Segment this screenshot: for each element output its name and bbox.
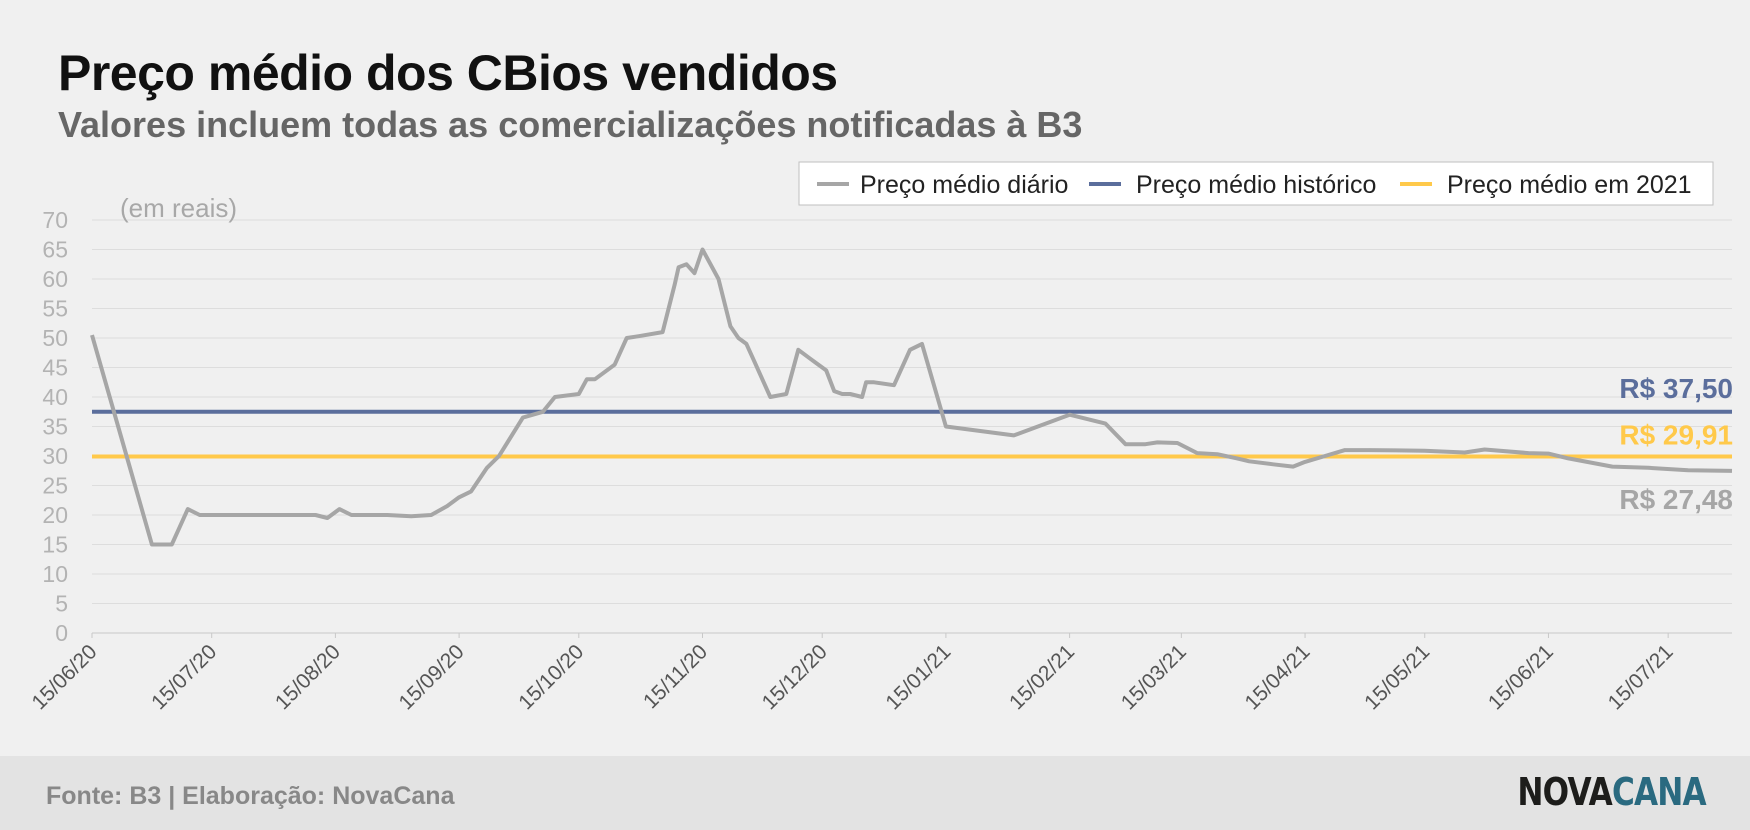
unit-label: (em reais) (120, 193, 237, 223)
x-tick-label: 15/08/20 (271, 640, 345, 714)
x-tick-label: 15/02/21 (1005, 640, 1079, 714)
x-tick-label: 15/06/20 (27, 640, 101, 714)
y-tick-label: 10 (42, 561, 68, 587)
x-tick-label: 15/05/21 (1360, 640, 1434, 714)
year2021-value-label: R$ 29,91 (1619, 420, 1733, 451)
logo-part-cana: CANA (1612, 770, 1707, 814)
y-axis-ticks: 0 5 10 15 20 25 30 35 40 45 50 55 60 65 70 (42, 207, 68, 646)
legend-label-historic: Preço médio histórico (1136, 171, 1376, 199)
legend-label-year2021: Preço médio em 2021 (1447, 171, 1692, 199)
daily-price-line (90, 247, 1733, 547)
legend-box (798, 161, 1714, 206)
x-tick-label: 15/07/20 (147, 640, 221, 714)
x-tick-label: 15/06/21 (1484, 640, 1558, 714)
y-tick-label: 50 (42, 325, 68, 351)
y-tick-label: 70 (42, 207, 68, 233)
x-tick-label: 15/01/21 (881, 640, 955, 714)
footer: Fonte: B3 | Elaboração: NovaCana NOVACAN… (0, 756, 1750, 830)
legend: Preço médio diário Preço médio histórico P… (798, 161, 1714, 206)
x-tick-label: 15/11/20 (639, 640, 712, 713)
y-tick-label: 55 (42, 296, 68, 322)
y-tick-label: 15 (42, 532, 68, 558)
y-tick-label: 60 (42, 266, 68, 292)
y-tick-label: 45 (42, 355, 68, 381)
y-tick-label: 65 (42, 237, 68, 263)
legend-label-daily: Preço médio diário (860, 171, 1068, 199)
x-axis-ticks: 15/06/20 15/07/20 15/08/20 15/09/20 15/10/20… (27, 632, 1732, 714)
y-tick-label: 5 (55, 591, 68, 617)
y-tick-label: 20 (42, 502, 68, 528)
source-note: Fonte: B3 | Elaboração: NovaCana (46, 782, 455, 810)
historic-value-label: R$ 37,50 (1619, 373, 1733, 404)
y-tick-label: 40 (42, 384, 68, 410)
x-tick-label: 15/07/21 (1604, 640, 1678, 714)
novacana-logo: NOVACANA (1517, 770, 1707, 814)
x-tick-label: 15/04/21 (1241, 640, 1315, 714)
y-tick-label: 35 (42, 414, 68, 440)
chart-subtitle: Valores incluem todas as comercializaçõe… (58, 104, 1083, 145)
y-tick-label: 25 (42, 473, 68, 499)
last-value-label: R$ 27,48 (1619, 484, 1733, 515)
gridlines (92, 219, 1732, 634)
x-tick-label: 15/09/20 (395, 640, 469, 714)
x-tick-label: 15/03/21 (1117, 640, 1191, 714)
y-tick-label: 0 (55, 620, 68, 646)
x-tick-label: 15/10/20 (514, 640, 588, 714)
series-lines (90, 247, 1733, 547)
logo-part-nova: NOVA (1517, 770, 1613, 814)
x-tick-label: 15/12/20 (758, 640, 832, 714)
y-tick-label: 30 (42, 443, 68, 469)
chart-title: Preço médio dos CBios vendidos (58, 45, 838, 101)
value-labels: R$ 37,50 R$ 29,91 R$ 27,48 (1619, 373, 1733, 515)
